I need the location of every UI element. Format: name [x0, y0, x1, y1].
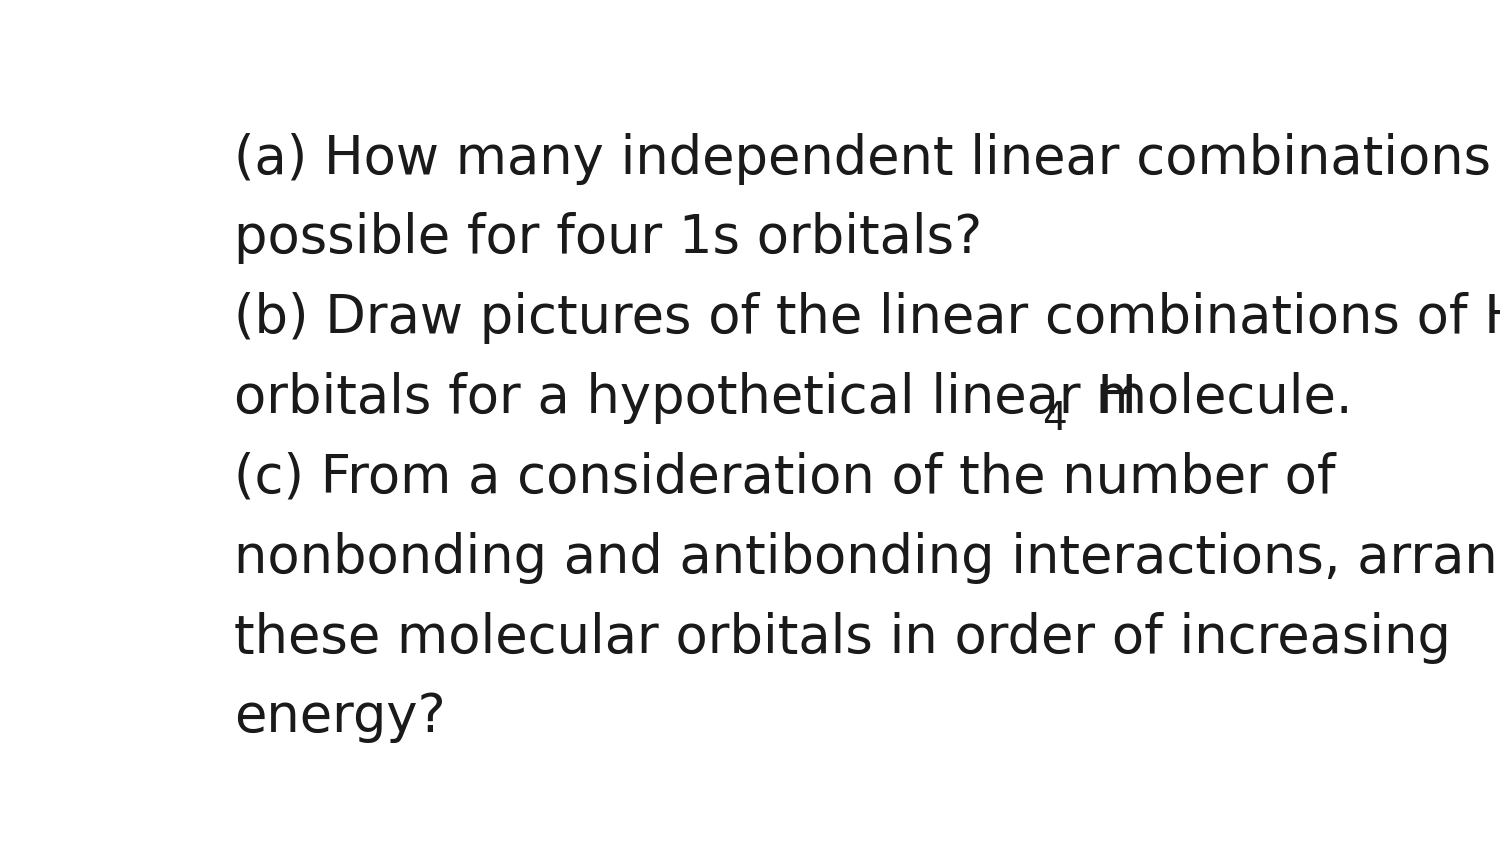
Text: orbitals for a hypothetical linear H: orbitals for a hypothetical linear H [234, 372, 1137, 424]
Text: possible for four 1s orbitals?: possible for four 1s orbitals? [234, 213, 982, 264]
Text: energy?: energy? [234, 691, 446, 743]
Text: molecule.: molecule. [1078, 372, 1353, 424]
Text: (b) Draw pictures of the linear combinations of H1s: (b) Draw pictures of the linear combinat… [234, 292, 1500, 344]
Text: 4: 4 [1042, 400, 1066, 438]
Text: nonbonding and antibonding interactions, arrange: nonbonding and antibonding interactions,… [234, 531, 1500, 584]
Text: (a) How many independent linear combinations are: (a) How many independent linear combinat… [234, 132, 1500, 185]
Text: these molecular orbitals in order of increasing: these molecular orbitals in order of inc… [234, 612, 1450, 664]
Text: (c) From a consideration of the number of: (c) From a consideration of the number o… [234, 452, 1335, 504]
